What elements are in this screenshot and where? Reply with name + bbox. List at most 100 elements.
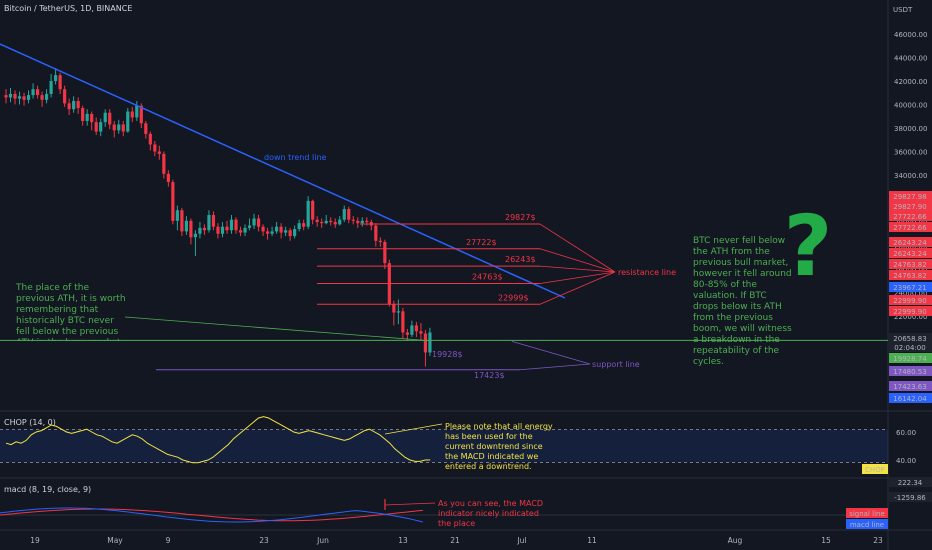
candle-body (44, 93, 49, 100)
candle-body (225, 226, 229, 231)
price-tag-label: 19928.74 (893, 355, 927, 363)
price-tag-label: 23967.21 (893, 284, 926, 292)
resistance-pointer (539, 223, 616, 273)
candle-body (17, 96, 22, 99)
candle-body (85, 113, 89, 121)
y-tick-label: 36000.00 (894, 149, 927, 157)
candle-body (405, 332, 409, 335)
candle-body (320, 222, 324, 224)
candle-body (351, 219, 355, 221)
chop-series-line (5, 416, 431, 464)
macd-tag (889, 477, 932, 487)
candle-body (31, 89, 35, 96)
price-tag-label: 26243.24 (893, 239, 927, 247)
candle-body (103, 112, 107, 123)
candle-body (293, 229, 297, 237)
ath-pointer-line (124, 316, 426, 341)
chop-tick: 40.00 (896, 457, 916, 465)
candle-body (99, 122, 103, 132)
signal-line-badge (846, 508, 888, 518)
candle-body (207, 214, 211, 231)
macd-tag (889, 492, 932, 502)
candle-body (288, 230, 292, 237)
low-level-label: 17423$ (474, 371, 505, 380)
candle-body (261, 226, 265, 232)
candle-body (238, 230, 243, 233)
price-tag (889, 282, 932, 292)
candle-body (419, 331, 423, 334)
note-chop: Please note that all energy has been use… (445, 422, 553, 471)
candle-body (234, 219, 238, 231)
price-tag (889, 366, 932, 376)
candle-body (81, 108, 85, 121)
y-tick-label: 38000.00 (894, 125, 927, 133)
price-tag-label: 24763.82 (893, 272, 926, 280)
chop-pointer (384, 423, 443, 435)
candle-body (72, 100, 76, 110)
resistance-level-label: 29827$ (505, 213, 536, 222)
resistance-pointer (539, 248, 616, 273)
resistance-label: resistance line (618, 268, 676, 277)
y-tick-label: 46000.00 (894, 31, 927, 39)
candle-body (67, 103, 71, 110)
candle-body (229, 219, 234, 231)
chop-badge (862, 464, 888, 474)
y-tick-label: 42000.00 (894, 78, 927, 86)
candle-body (35, 89, 40, 96)
price-tag-label: 24763.82 (893, 261, 926, 269)
price-tag (889, 211, 932, 221)
price-tag (889, 259, 932, 269)
candle-body (284, 230, 288, 233)
candle-body (198, 227, 202, 234)
resistance-level-label: 24763$ (472, 273, 503, 282)
x-tick-label: 23 (873, 536, 883, 545)
candle-body (338, 219, 342, 225)
resistance-pointer (539, 271, 616, 284)
x-tick-label: 21 (450, 536, 460, 545)
price-tag (889, 201, 932, 211)
candle-body (184, 220, 188, 232)
candle-body (157, 151, 161, 154)
x-tick-label: 13 (398, 536, 408, 545)
support-level-label: 19928$ (432, 350, 463, 359)
candle-body (40, 95, 44, 100)
candle-body (252, 218, 256, 226)
chop-title: CHOP (14, 0) (4, 418, 56, 427)
candle-body (374, 225, 378, 241)
y-tick-label: 44000.00 (894, 55, 927, 63)
note-macd: As you can see, the MACD indicator nicel… (438, 499, 544, 528)
x-tick-label: 9 (166, 536, 171, 545)
price-tag (889, 393, 932, 403)
price-tag (889, 237, 932, 247)
macd-signal-series (0, 508, 423, 522)
candle-body (356, 220, 360, 224)
candle-body (180, 210, 184, 232)
candle-body (401, 311, 405, 333)
down-trend-line (0, 43, 566, 299)
candle-body (126, 111, 130, 132)
price-tag-label: 17480.53 (893, 368, 926, 376)
macd-tag-label: 222.34 (898, 479, 923, 487)
price-tag (889, 295, 932, 305)
candle-body (383, 241, 387, 264)
x-tick-label: Jun (316, 536, 329, 545)
candle-body (49, 81, 53, 94)
price-tag-label: 16142.04 (893, 395, 927, 403)
currency-label: USDT (893, 6, 913, 14)
candle-body (193, 233, 198, 238)
price-tag-label: 26243.24 (893, 250, 927, 258)
chart-title: Bitcoin / TetherUS, 1D, BINANCE (4, 4, 133, 13)
candle-body (396, 311, 400, 313)
candle-body (275, 226, 279, 232)
price-tag (889, 353, 932, 363)
note-btc-ath: BTC never fell below the ATH from the pr… (693, 236, 792, 367)
candle-body (139, 105, 143, 124)
candle-body (279, 226, 283, 233)
candle-body (392, 304, 396, 313)
candle-body (130, 111, 134, 118)
candle-body (58, 75, 62, 90)
x-tick-label: 19 (30, 536, 40, 545)
price-tag-label: 27722.66 (893, 224, 927, 232)
candle-body (108, 112, 112, 125)
